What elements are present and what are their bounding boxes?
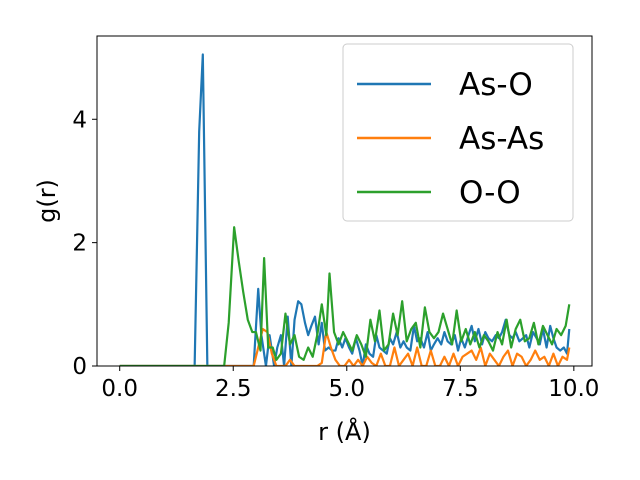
- series-layer: [119, 53, 571, 366]
- y-tick-label: 4: [72, 107, 87, 133]
- x-tick-label: 7.5: [442, 376, 479, 402]
- legend-label: As-O: [459, 67, 533, 103]
- x-axis-label: r (Å): [318, 417, 371, 446]
- y-axis-label: g(r): [33, 179, 61, 223]
- legend-label: O-O: [459, 175, 521, 211]
- x-axis: 0.0 2.5 5.0 7.5 10.0: [101, 366, 599, 402]
- plot-area-frame: [96, 35, 593, 367]
- y-tick-label: 2: [72, 231, 87, 257]
- x-tick-label: 2.5: [215, 376, 252, 402]
- series-line-o-o: [119, 226, 571, 366]
- x-tick-label: 5.0: [328, 376, 365, 402]
- x-tick-label: 10.0: [548, 376, 599, 402]
- series-line-as-as: [119, 327, 571, 366]
- legend-label: As-As: [459, 121, 544, 157]
- y-axis: 0 2 4: [72, 107, 97, 380]
- y-tick-label: 0: [72, 354, 87, 380]
- legend: As-O As-As O-O: [342, 43, 574, 222]
- legend-box: [342, 43, 574, 222]
- x-tick-label: 0.0: [101, 376, 138, 402]
